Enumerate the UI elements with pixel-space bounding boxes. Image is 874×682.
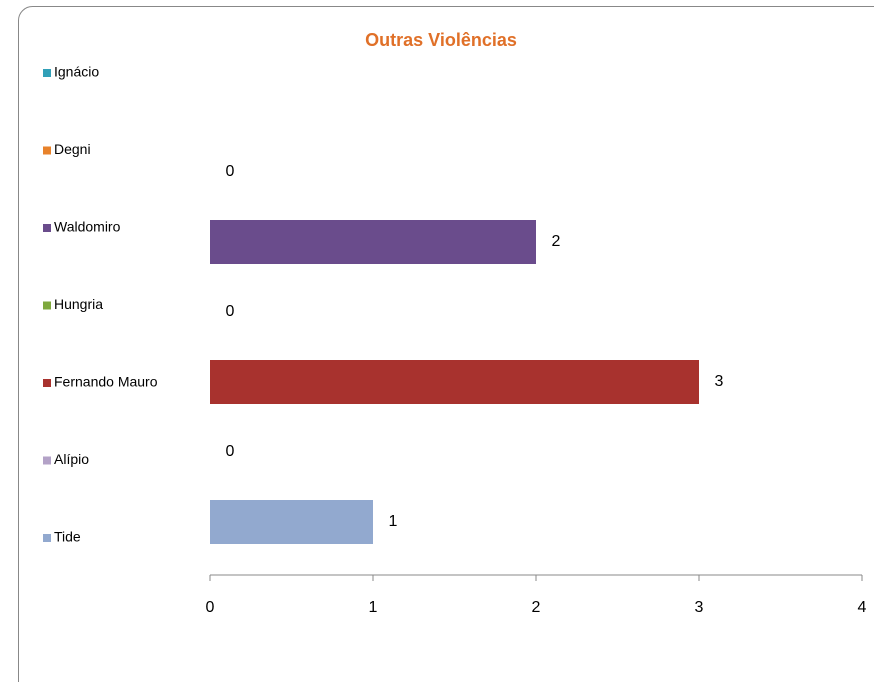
data-label: 1 bbox=[389, 513, 398, 530]
legend-label: Alípio bbox=[54, 451, 89, 467]
legend-swatch bbox=[43, 146, 51, 155]
data-label: 0 bbox=[226, 303, 235, 320]
legend-swatch bbox=[43, 379, 51, 387]
legend-swatch bbox=[43, 456, 51, 465]
x-tick-label: 3 bbox=[695, 599, 704, 616]
chart-title: Outras Violências bbox=[365, 30, 517, 50]
legend-label: Waldomiro bbox=[54, 219, 121, 235]
x-tick-label: 1 bbox=[369, 599, 378, 616]
data-label: 0 bbox=[226, 163, 235, 180]
legend-label: Ignácio bbox=[54, 64, 99, 80]
x-tick-label: 4 bbox=[858, 599, 867, 616]
data-label: 3 bbox=[715, 373, 724, 390]
legend-label: Hungria bbox=[54, 296, 103, 312]
x-tick-label: 0 bbox=[206, 599, 215, 616]
x-tick-label: 2 bbox=[532, 599, 541, 616]
bar bbox=[210, 220, 536, 264]
legend-label: Fernando Mauro bbox=[54, 374, 158, 390]
legend-swatch bbox=[43, 224, 51, 232]
legend-swatch bbox=[43, 534, 51, 542]
bar bbox=[210, 500, 373, 544]
data-label: 2 bbox=[552, 233, 561, 250]
data-label: 0 bbox=[226, 443, 235, 460]
legend-swatch bbox=[43, 69, 51, 77]
chart-frame bbox=[18, 6, 874, 682]
legend-swatch bbox=[43, 301, 51, 310]
legend-label: Degni bbox=[54, 141, 91, 157]
legend-label: Tide bbox=[54, 529, 81, 545]
bar bbox=[210, 360, 699, 404]
